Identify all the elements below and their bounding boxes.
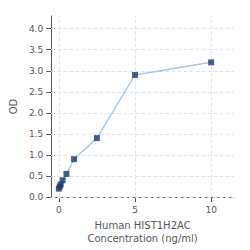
svg-text:0.0: 0.0 bbox=[29, 192, 44, 202]
svg-text:10: 10 bbox=[205, 205, 217, 215]
svg-text:4.0: 4.0 bbox=[29, 24, 44, 34]
svg-text:3.0: 3.0 bbox=[29, 66, 44, 76]
svg-text:Concentration (ng/ml): Concentration (ng/ml) bbox=[87, 233, 197, 244]
svg-text:Human HIST1H2AC: Human HIST1H2AC bbox=[95, 220, 191, 231]
svg-text:1.5: 1.5 bbox=[29, 129, 43, 139]
svg-text:OD: OD bbox=[8, 98, 19, 114]
svg-text:0.5: 0.5 bbox=[29, 171, 43, 181]
svg-text:3.5: 3.5 bbox=[29, 45, 43, 55]
svg-text:1.0: 1.0 bbox=[29, 150, 44, 160]
svg-text:2.0: 2.0 bbox=[29, 108, 44, 118]
svg-text:2.5: 2.5 bbox=[29, 87, 43, 97]
svg-text:5: 5 bbox=[132, 205, 138, 215]
svg-text:0: 0 bbox=[56, 205, 62, 215]
